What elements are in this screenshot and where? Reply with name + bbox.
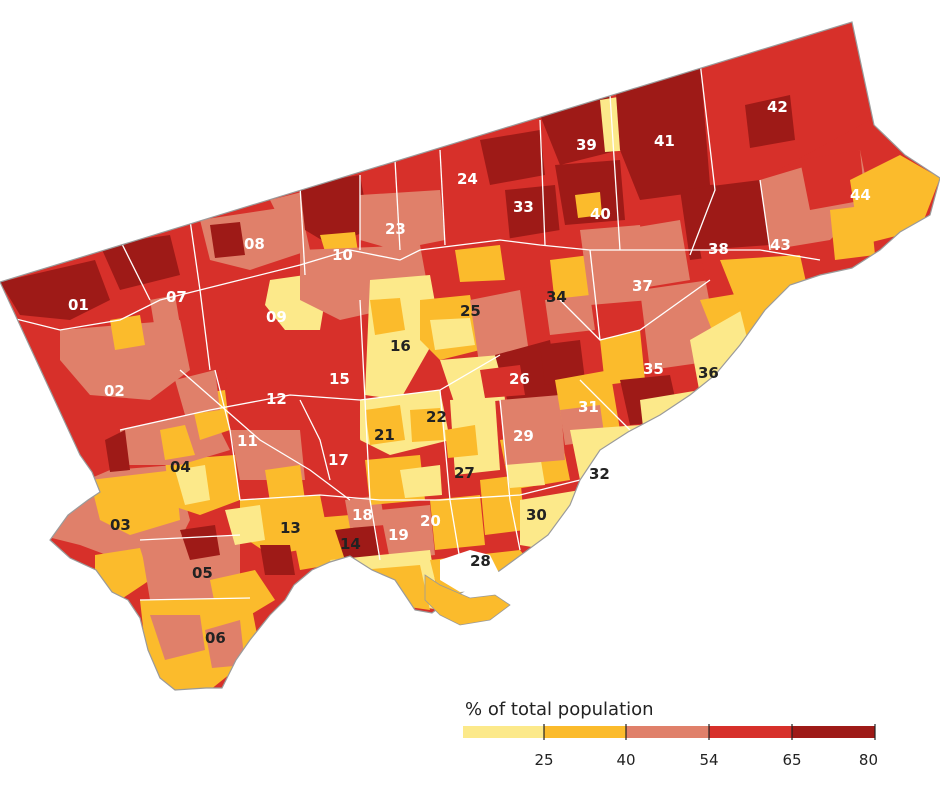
ward-label: 36 [698,364,719,382]
ward-label: 02 [104,382,125,400]
ward-label: 22 [426,408,447,426]
ward-label: 28 [470,552,491,570]
harbour-water [440,550,500,592]
ward-label: 06 [205,629,226,647]
ward-label: 03 [110,516,131,534]
ward-label: 31 [578,398,599,416]
legend-swatch [463,726,544,738]
ward-label: 32 [589,465,610,483]
ward-label: 08 [244,235,265,253]
ward-label: 20 [420,512,441,530]
ward-label: 35 [643,360,664,378]
ward-label: 21 [374,426,395,444]
legend-title: % of total population [465,699,654,720]
ward-label: 15 [329,370,350,388]
ward-label: 43 [770,236,791,254]
ward-label: 19 [388,526,409,544]
ward-boundaries [0,61,821,601]
ward-label: 13 [280,519,301,537]
legend-swatch [792,726,875,738]
ward-label: 10 [332,246,353,264]
ward-label: 29 [513,427,534,445]
ward-label: 18 [352,506,373,524]
ward-label: 12 [266,390,287,408]
legend-swatches [463,726,875,738]
legend-ticks: 25 40 54 65 80 [534,724,878,769]
ward-label: 09 [266,308,287,326]
ward-label: 38 [708,240,729,258]
legend: % of total population 25 40 54 65 80 [463,699,878,769]
ward-label: 14 [340,535,361,553]
ward-label: 16 [390,337,411,355]
ward-label: 40 [590,205,611,223]
ward-label: 27 [454,464,475,482]
ward-label: 07 [166,288,187,306]
ward-label: 04 [170,458,191,476]
ward-label: 42 [767,98,788,116]
legend-tick-label: 25 [534,751,553,769]
ward-label: 11 [237,432,258,450]
legend-tick-label: 40 [616,751,635,769]
ward-label: 39 [576,136,597,154]
ward-label: 34 [546,288,567,306]
ward-label: 37 [632,277,653,295]
ward-label: 23 [385,220,406,238]
ward-label: 24 [457,170,478,188]
ward-label: 17 [328,451,349,469]
toronto-islands [424,574,511,626]
ward-label: 05 [192,564,213,582]
legend-swatch [709,726,792,738]
ward-label: 30 [526,506,547,524]
ward-label: 26 [509,370,530,388]
ward-label: 01 [68,296,89,314]
ward-label: 33 [513,198,534,216]
ward-labels: 01 02 03 04 05 06 07 08 09 10 11 12 13 1… [68,98,871,647]
legend-tick-label: 80 [859,751,878,769]
ward-label: 41 [654,132,675,150]
legend-swatch [626,726,709,738]
legend-tick-label: 65 [782,751,801,769]
ward-label: 25 [460,302,481,320]
ward-label: 44 [850,186,871,204]
legend-swatch [544,726,626,738]
legend-tick-label: 54 [699,751,718,769]
